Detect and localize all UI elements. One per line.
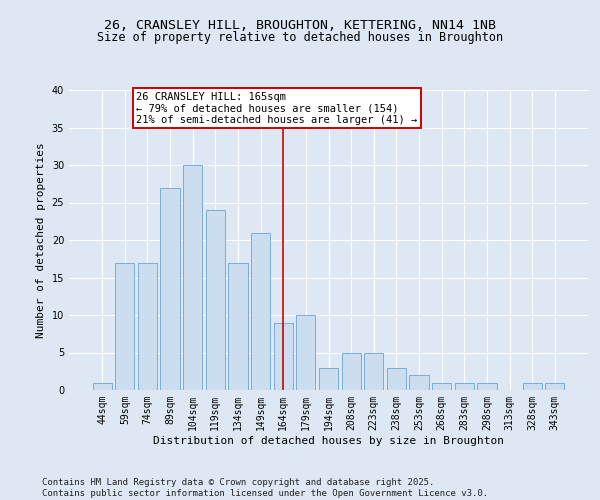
Bar: [92, 382, 112, 390]
Text: 26, CRANSLEY HILL, BROUGHTON, KETTERING, NN14 1NB: 26, CRANSLEY HILL, BROUGHTON, KETTERING,…: [104, 19, 496, 32]
Text: Contains HM Land Registry data © Crown copyright and database right 2025.
Contai: Contains HM Land Registry data © Crown c…: [42, 478, 488, 498]
Bar: [115, 262, 134, 390]
Bar: [251, 232, 270, 390]
Bar: [319, 368, 338, 390]
Bar: [387, 368, 406, 390]
Bar: [409, 375, 428, 390]
Bar: [160, 188, 180, 390]
Text: Size of property relative to detached houses in Broughton: Size of property relative to detached ho…: [97, 31, 503, 44]
Bar: [206, 210, 225, 390]
Bar: [341, 352, 361, 390]
Bar: [432, 382, 451, 390]
Bar: [229, 262, 248, 390]
Bar: [455, 382, 474, 390]
Y-axis label: Number of detached properties: Number of detached properties: [36, 142, 46, 338]
Bar: [183, 165, 202, 390]
Bar: [274, 322, 293, 390]
Bar: [296, 315, 316, 390]
X-axis label: Distribution of detached houses by size in Broughton: Distribution of detached houses by size …: [153, 436, 504, 446]
Bar: [523, 382, 542, 390]
Bar: [545, 382, 565, 390]
Text: 26 CRANSLEY HILL: 165sqm
← 79% of detached houses are smaller (154)
21% of semi-: 26 CRANSLEY HILL: 165sqm ← 79% of detach…: [136, 92, 418, 124]
Bar: [477, 382, 497, 390]
Bar: [364, 352, 383, 390]
Bar: [138, 262, 157, 390]
